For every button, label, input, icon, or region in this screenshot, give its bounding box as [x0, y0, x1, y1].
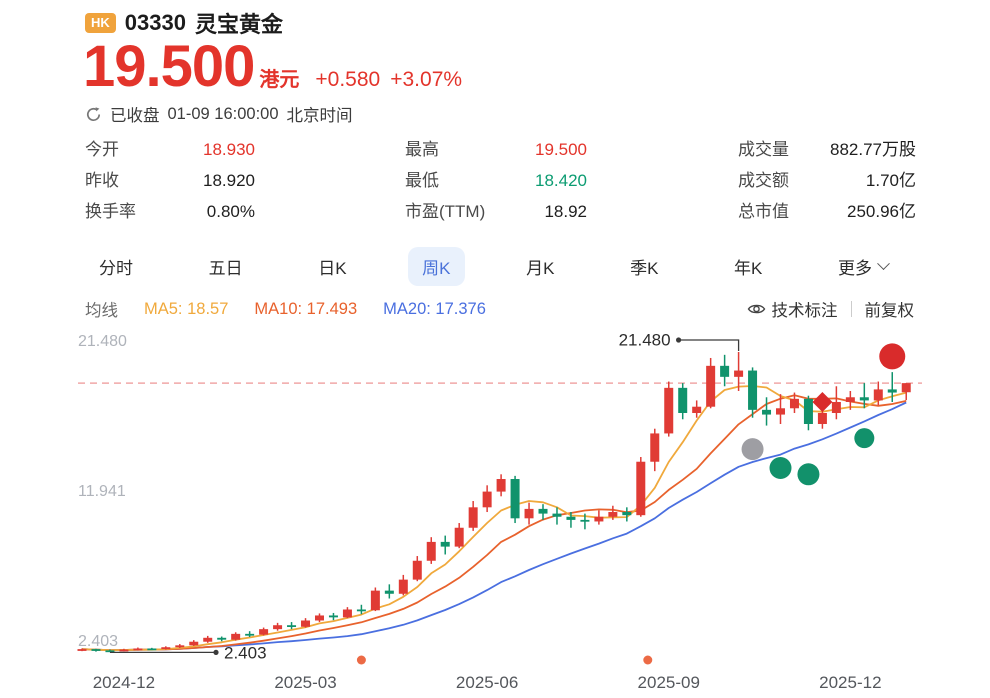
tab-label: 年K: [734, 259, 763, 278]
stat-row: 总市值 250.96亿: [738, 201, 916, 222]
tab-年K[interactable]: 年K: [720, 247, 776, 286]
market-status: 已收盘: [110, 107, 160, 125]
stat-label: 最高: [405, 140, 439, 159]
event-dot[interactable]: [356, 655, 366, 665]
market-status-row: 已收盘 01-09 16:00:00 北京时间: [85, 102, 353, 126]
x-axis-label: 2025-09: [638, 673, 700, 692]
stock-title: HK 03330 灵宝黄金: [85, 7, 283, 39]
ma-title: 均线: [85, 302, 118, 320]
tab-label: 日K: [318, 259, 347, 278]
stats-column-1: 今开 18.930 昨收 18.920 换手率 0.80%: [85, 139, 255, 232]
chevron-down-icon: [877, 257, 890, 271]
stock-name: 灵宝黄金: [194, 12, 283, 37]
tab-季K[interactable]: 季K: [616, 247, 672, 286]
x-axis-label: 2025-12: [819, 673, 881, 692]
y-axis-label: 2.403: [78, 633, 118, 650]
ma10-line: [81, 394, 907, 652]
tab-更多[interactable]: 更多: [824, 247, 902, 286]
stat-value: 18.92: [544, 202, 587, 221]
price-change: +0.580: [315, 68, 381, 91]
stat-row: 昨收 18.920: [85, 170, 255, 191]
stat-label: 换手率: [85, 202, 136, 221]
period-tabs: 分时 五日 日K 周K 月K 季K 年K 更多: [85, 247, 902, 286]
stat-row: 市盈(TTM) 18.92: [405, 201, 587, 222]
stat-row: 成交额 1.70亿: [738, 170, 916, 191]
ma-bar: 均线 MA5: 18.57 MA10: 17.493 MA20: 17.376 技术…: [85, 297, 914, 321]
stat-row: 最高 19.500: [405, 139, 587, 160]
price-row: 19.500 港元 +0.580 +3.07%: [83, 38, 462, 96]
y-axis-label: 21.480: [78, 333, 127, 350]
stat-value: 882.77万股: [830, 140, 916, 159]
adjust-mode-button[interactable]: 前复权: [864, 302, 915, 320]
tab-label: 更多: [837, 259, 872, 278]
y-axis-label: 11.941: [78, 483, 126, 500]
tab-label: 周K: [422, 259, 451, 278]
stat-value: 1.70亿: [865, 171, 916, 190]
market-badge: HK: [85, 13, 116, 33]
tab-五日[interactable]: 五日: [195, 247, 257, 286]
stat-label: 成交量: [738, 140, 789, 159]
stat-label: 最低: [405, 171, 439, 190]
stat-label: 今开: [85, 140, 119, 159]
tab-月K[interactable]: 月K: [512, 247, 568, 286]
tab-label: 五日: [208, 259, 243, 278]
price-chart[interactable]: 21.480 11.941 2.403 21.480 2.403 2024-12 2025-…: [0, 330, 990, 698]
status-time: 01-09 16:00:00: [167, 104, 279, 123]
currency-label: 港元: [259, 69, 300, 91]
stats-column-3: 成交量 882.77万股成交额 1.70亿总市值 250.96亿: [738, 139, 916, 232]
divider: [850, 301, 852, 317]
stat-row: 成交量 882.77万股: [738, 139, 916, 160]
tab-日K[interactable]: 日K: [304, 247, 360, 286]
tech-annotation-toggle[interactable]: 技术标注: [747, 297, 838, 321]
tab-周K[interactable]: 周K: [408, 247, 465, 286]
ma5-line: [81, 385, 907, 652]
stat-row: 最低 18.420: [405, 170, 587, 191]
high-annotation-line: [678, 339, 740, 351]
refresh-icon[interactable]: [85, 106, 102, 123]
stat-label: 总市值: [738, 202, 789, 221]
stat-label: 成交额: [738, 171, 789, 190]
stat-value: 19.500: [535, 140, 587, 159]
ma-legend-item: MA10: 17.493: [254, 299, 358, 318]
annotation-markers: [741, 343, 906, 486]
stat-row: 换手率 0.80%: [85, 201, 255, 222]
event-dot[interactable]: [643, 655, 653, 665]
stat-value: 18.930: [203, 140, 255, 159]
tab-label: 分时: [99, 259, 133, 278]
ma-legend-item: MA20: 17.376: [383, 299, 486, 318]
stats-column-2: 最高 19.500 最低 18.420 市盈(TTM) 18.92: [405, 139, 587, 232]
stat-value: 18.420: [535, 171, 587, 190]
stat-label: 昨收: [85, 171, 119, 190]
x-axis-label: 2025-03: [274, 673, 336, 692]
x-axis-label: 2024-12: [93, 673, 155, 692]
stock-code: 03330: [124, 10, 186, 35]
stat-row: 今开 18.930: [85, 139, 255, 160]
tab-label: 月K: [526, 259, 555, 278]
candles-layer: [77, 352, 911, 653]
stat-value: 18.920: [203, 171, 255, 190]
high-annotation-label: 21.480: [619, 331, 671, 350]
ma20-line: [81, 401, 907, 652]
price-change-percent: +3.07%: [390, 68, 463, 91]
ma-legend-item: MA5: 18.57: [144, 299, 229, 318]
x-axis-label: 2025-06: [456, 673, 518, 692]
low-annotation-label: 2.403: [224, 643, 267, 662]
stat-value: 0.80%: [206, 202, 255, 221]
eye-icon: [747, 304, 765, 314]
status-timezone: 北京时间: [286, 107, 353, 125]
stat-label: 市盈(TTM): [405, 202, 486, 221]
current-price: 19.500: [83, 34, 255, 99]
tech-annotation-label: 技术标注: [771, 302, 838, 320]
tab-分时[interactable]: 分时: [85, 247, 147, 286]
stat-value: 250.96亿: [847, 202, 916, 221]
tab-label: 季K: [630, 259, 659, 278]
